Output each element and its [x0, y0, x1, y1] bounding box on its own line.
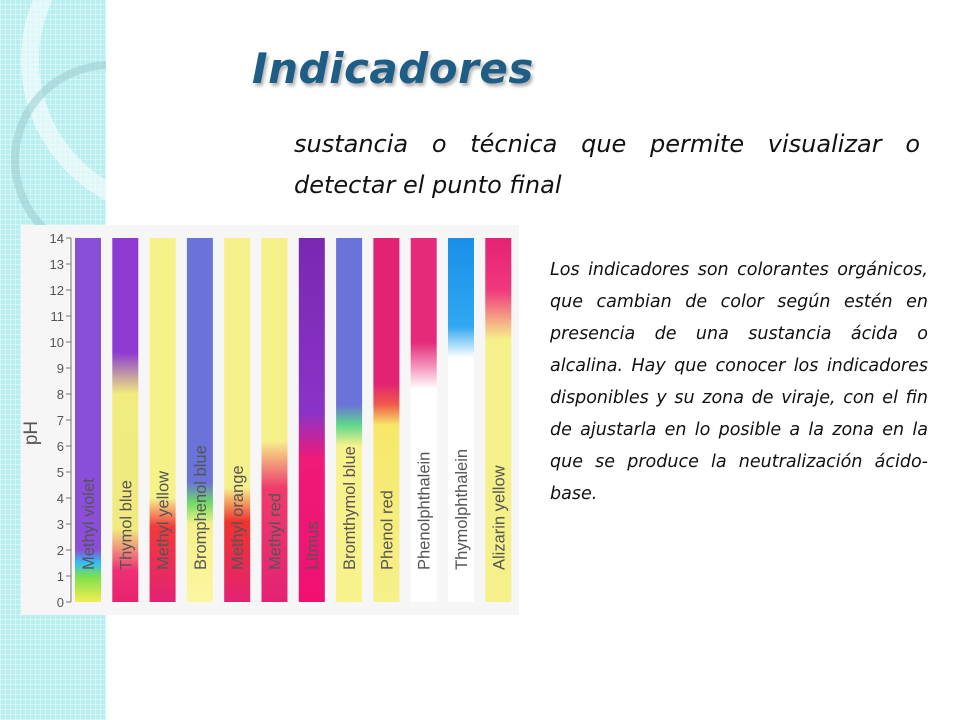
indicator-chart-frame: pH 0 1 2 3 4 5 6 7 8 9 10 11 12 13 14 Methyl violet Thym… [21, 225, 519, 615]
indicator-column [224, 238, 251, 602]
indicator-label: Methyl violet [80, 478, 98, 570]
indicator-label: Phenolphthalein [416, 452, 434, 570]
indicator-label: Litmus [304, 521, 322, 570]
indicator-column [410, 238, 437, 602]
y-tick-label: 5 [57, 465, 64, 480]
slide-subtitle: sustancia o técnica que permite visualiz… [294, 130, 920, 199]
indicator-column [112, 238, 139, 602]
y-tick-label: 7 [57, 413, 64, 428]
indicator-label: Bromthymol blue [341, 446, 359, 570]
y-tick-label: 2 [57, 543, 64, 558]
indicator-column [373, 238, 400, 602]
indicator-label: Methyl orange [229, 465, 247, 570]
y-tick-label: 11 [51, 309, 65, 324]
y-tick-label: 9 [57, 361, 64, 376]
indicator-column [149, 238, 176, 602]
indicator-column [75, 238, 101, 602]
y-tick-label: 6 [57, 439, 64, 454]
y-tick-label: 10 [50, 335, 64, 350]
indicator-label: Methyl yellow [155, 471, 173, 570]
indicator-label: Thymol blue [117, 480, 135, 570]
body-paragraph: Los indicadores son colorantes orgánicos… [550, 260, 928, 504]
indicator-column [485, 238, 512, 602]
slide-title: Indicadores [252, 44, 534, 93]
indicator-label: Phenol red [378, 490, 396, 570]
y-tick-label: 13 [50, 257, 64, 272]
y-tick-label: 1 [57, 569, 64, 584]
indicator-column [261, 238, 288, 602]
indicator-column [186, 238, 213, 602]
y-tick-label: 14 [50, 231, 64, 246]
y-tick-label: 4 [57, 491, 64, 506]
decorative-circles [11, 0, 106, 259]
indicator-column [336, 238, 363, 602]
indicator-column [298, 238, 325, 602]
y-axis-label: pH [21, 421, 42, 445]
indicator-label: Bromphenol blue [192, 445, 210, 570]
y-tick-label: 0 [57, 595, 64, 610]
y-tick-label: 12 [50, 283, 64, 298]
y-tick-label: 8 [57, 387, 64, 402]
indicator-column [448, 238, 474, 602]
indicator-label: Methyl red [267, 493, 285, 570]
indicator-label: Thymolphthalein [453, 449, 471, 570]
indicator-label: Alizarin yellow [490, 465, 508, 570]
y-tick-label: 3 [57, 517, 64, 532]
